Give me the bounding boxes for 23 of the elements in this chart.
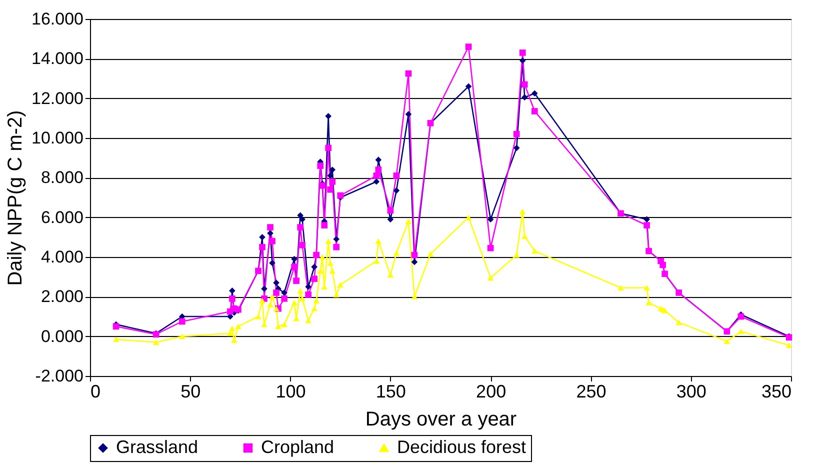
x-tick-label: 250 <box>576 382 606 402</box>
y-tick-label: 8.000 <box>40 168 84 188</box>
y-tick-label: 14.000 <box>32 49 84 68</box>
legend-label: Decidious forest <box>397 437 526 457</box>
y-tick-label: 2.000 <box>40 287 84 306</box>
y-tick-label: 6.000 <box>40 208 84 227</box>
x-tick-label: 150 <box>376 382 406 402</box>
y-axis-title: Daily NPP(g C m-2) <box>4 110 27 286</box>
y-tick-label: 4.000 <box>40 248 84 266</box>
y-tick-label: 16.000 <box>32 10 84 28</box>
x-axis-title: Days over a year <box>365 408 517 430</box>
legend-label: Cropland <box>261 437 334 457</box>
legend-label: Grassland <box>116 437 198 457</box>
x-tick-label: 100 <box>276 382 306 402</box>
y-tick-label: 10.000 <box>32 128 84 148</box>
x-tick-label: 0 <box>90 382 101 402</box>
x-tick-label: 350 <box>761 382 792 402</box>
y-tick-label: -2.000 <box>35 366 84 386</box>
x-tick-label: 50 <box>180 382 201 402</box>
y-tick-label: 0.000 <box>40 326 84 346</box>
x-tick-label: 200 <box>476 382 506 402</box>
x-tick-label: 300 <box>676 382 706 402</box>
y-tick-label: 12.000 <box>32 88 84 108</box>
